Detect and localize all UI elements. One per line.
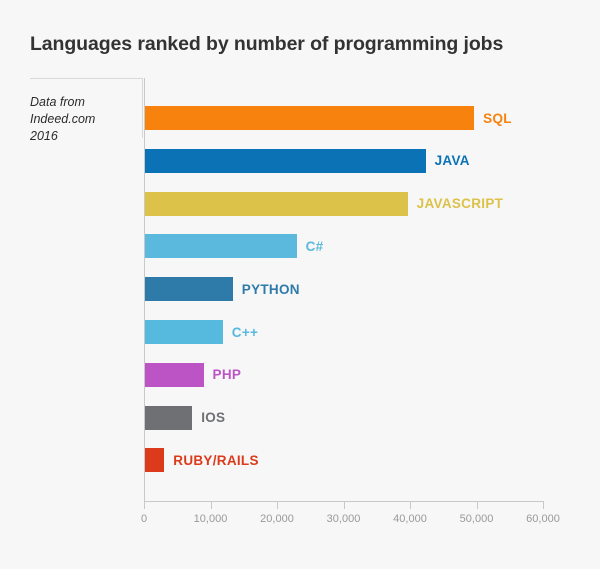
bar — [145, 234, 297, 259]
bar-row: C++ — [145, 320, 258, 344]
bar-label: PHP — [212, 367, 242, 383]
bar-row: IOS — [145, 405, 226, 430]
x-axis-tick-mark — [543, 502, 544, 509]
bar — [145, 320, 223, 344]
source-note-line-3: 2016 — [30, 129, 58, 143]
bar — [145, 191, 408, 216]
source-note-line-2: Indeed.com — [30, 112, 96, 126]
x-axis-tick-mark — [277, 502, 278, 509]
bar — [145, 148, 426, 173]
source-note: Data from Indeed.com 2016 — [30, 94, 140, 145]
bar — [145, 106, 475, 130]
x-axis-tick-label: 10,000 — [193, 513, 228, 525]
bar-label: RUBY/RAILS — [173, 452, 259, 468]
x-axis: 0 10,000 20,000 30,000 40,000 50,000 60,000 — [140, 502, 560, 532]
chart-title: Languages ranked by number of programmin… — [30, 33, 504, 55]
x-axis-tick-mark — [210, 502, 212, 509]
bar-label: PYTHON — [241, 281, 300, 297]
bar-row: SQL — [145, 106, 512, 130]
x-axis-tick-label: 20,000 — [260, 513, 294, 525]
x-axis-tick-label: 40,000 — [393, 513, 427, 525]
bar-row: C# — [145, 234, 324, 259]
bar-label: JAVASCRIPT — [416, 196, 504, 212]
source-note-box — [30, 78, 143, 138]
bar-row: JAVA — [145, 148, 470, 173]
x-axis-line — [144, 501, 544, 502]
bar-label: C# — [305, 238, 324, 254]
x-axis-tick-label: 0 — [140, 513, 148, 525]
x-axis-tick-mark — [343, 502, 345, 509]
x-axis-tick-mark — [410, 502, 411, 509]
bar-label: SQL — [483, 110, 512, 126]
plot-area: SQL JAVA JAVASCRIPT C# PYTHON C++ PHP IOS RUBY/R… — [145, 78, 544, 502]
source-note-line-1: Data from — [30, 95, 85, 109]
x-axis-tick-label: 60,000 — [526, 513, 560, 525]
bar — [145, 405, 193, 430]
bar-row: JAVASCRIPT — [145, 191, 504, 216]
bar-label: C++ — [231, 324, 259, 340]
bar-label: IOS — [201, 410, 226, 426]
y-axis-line — [144, 78, 145, 502]
bar-label: JAVA — [434, 153, 470, 169]
bar-row: RUBY/RAILS — [145, 448, 259, 473]
x-axis-tick-mark — [144, 502, 145, 509]
x-axis-tick-mark — [476, 502, 478, 509]
bar — [145, 362, 204, 387]
x-axis-tick-label: 30,000 — [326, 513, 361, 525]
bar-row: PYTHON — [145, 277, 300, 302]
bar-row: PHP — [145, 362, 242, 387]
x-axis-tick-label: 50,000 — [459, 513, 494, 525]
bar — [145, 277, 233, 302]
bar — [145, 448, 165, 473]
